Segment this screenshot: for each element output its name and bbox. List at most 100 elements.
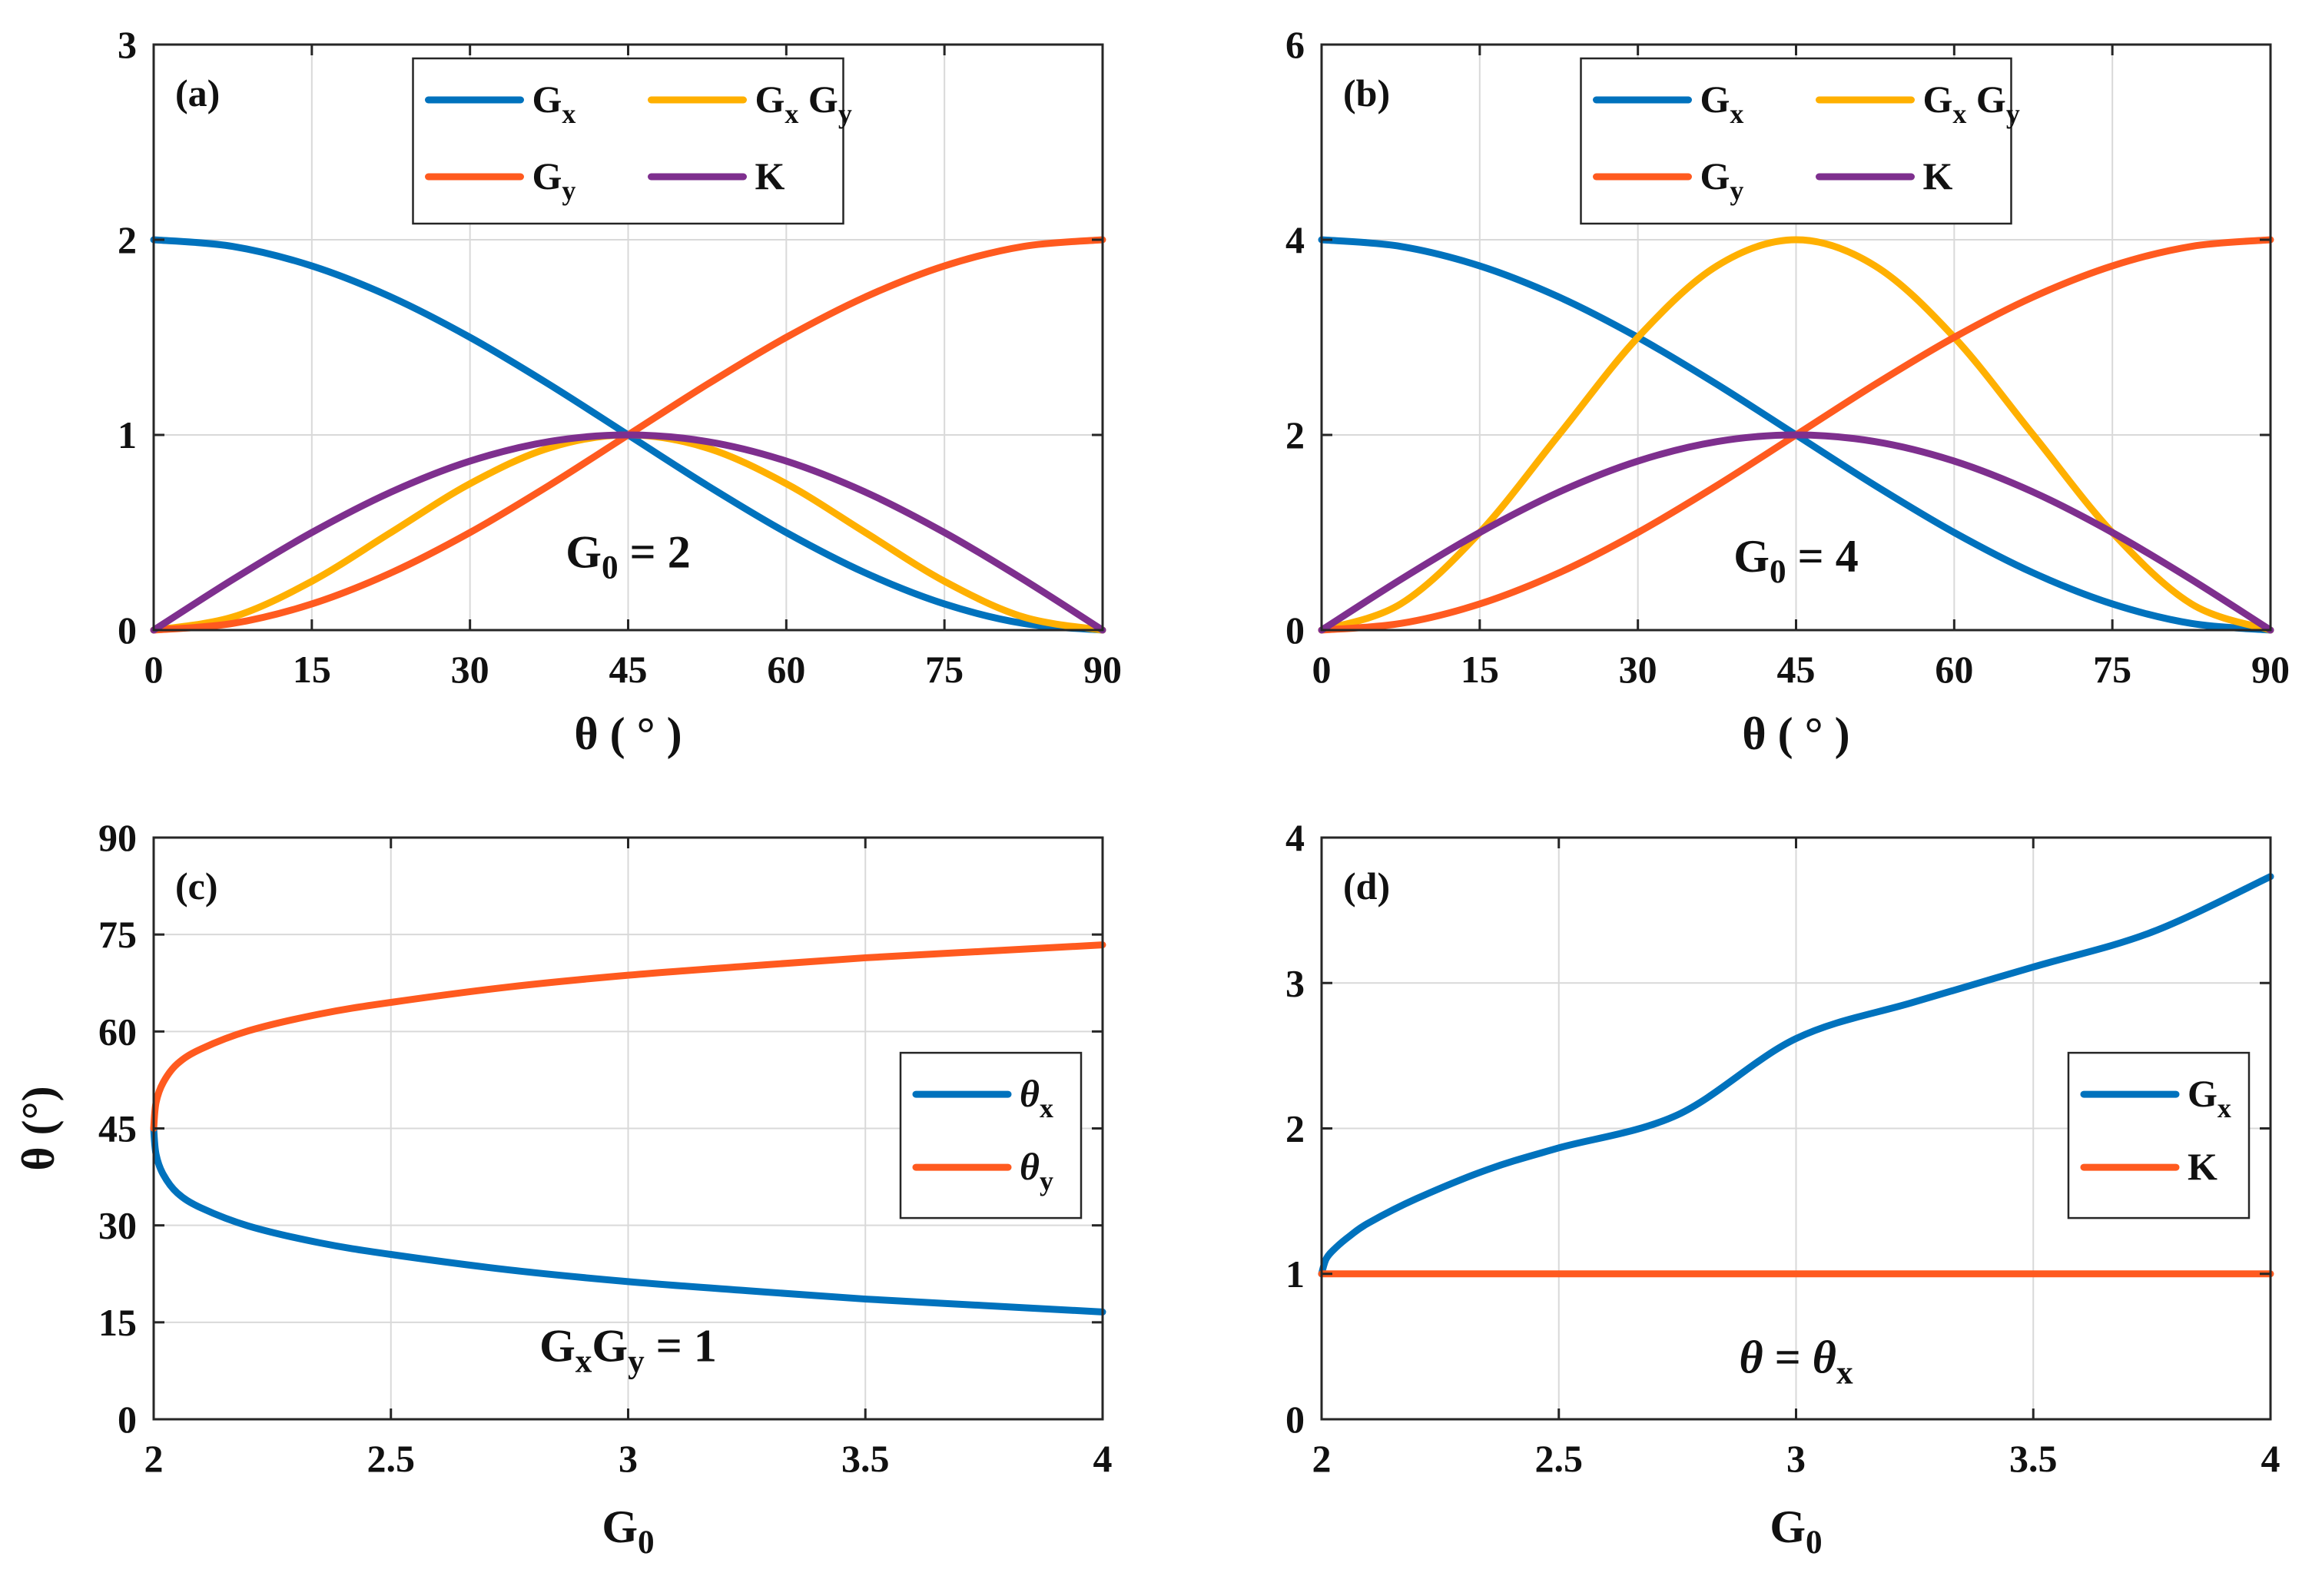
x-tick-label: 2.5: [1535, 1437, 1584, 1480]
x-tick-label: 0: [144, 648, 164, 691]
legend-label-part: G: [755, 78, 785, 121]
y-tick-label: 0: [1285, 609, 1305, 652]
x-axis-label-subscript: 0: [1806, 1525, 1823, 1561]
x-tick-label: 2: [1312, 1437, 1332, 1480]
series-line-d-gx-0: [1318, 873, 2274, 1278]
annotation-text: G0​ = 4: [1733, 531, 1858, 590]
legend-label-subscript: x: [1952, 98, 1966, 129]
x-tick-label: 0: [1312, 648, 1332, 691]
x-axis-label: θ ( ° ): [574, 708, 682, 759]
legend-label-part: G: [2188, 1072, 2217, 1115]
legend-label: Gx​: [2188, 1072, 2231, 1123]
series-line-c-gx-0: [150, 1125, 1106, 1316]
panel-d: 2 2.5 3 3.5 4 0 1 2 3 4 G0​ (d) θ = θx​ Gx​ K: [1285, 816, 2280, 1561]
annotation-text-subscript: x: [1836, 1355, 1853, 1391]
x-axis-label-part: G: [602, 1501, 638, 1552]
annotation-text-part: = 2: [619, 527, 691, 578]
series-line-b-k-3: [1318, 431, 2274, 634]
x-tick-label: 75: [2093, 648, 2131, 691]
annotation-text-part: G: [1733, 531, 1770, 582]
x-tick-label: 45: [609, 648, 648, 691]
legend-label: Gx​ Gy​: [1923, 78, 2020, 129]
y-tick-label: 3: [118, 23, 137, 66]
panel-b: 0 15 30 45 60 75 90 0 2 4 6 θ ( ° ) (b) G0​ = 4 Gx​ Gx​…: [1285, 23, 2290, 759]
legend-label-part: G: [532, 78, 562, 121]
x-tick-label: 60: [1935, 648, 1973, 691]
x-tick-label: 4: [1093, 1437, 1113, 1480]
legend-label-subscript: x: [1040, 1093, 1053, 1123]
x-tick-label: 3.5: [841, 1437, 890, 1480]
legend-label: K: [2188, 1145, 2217, 1188]
y-tick-label: 1: [118, 413, 137, 456]
x-tick-label: 60: [767, 648, 805, 691]
legend-box: [2067, 1051, 2251, 1219]
legend-label: Gx​: [1700, 78, 1744, 129]
annotation-text: G0​ = 2: [566, 527, 690, 586]
x-tick-label: 90: [2251, 648, 2290, 691]
legend-label-part: G: [1700, 78, 1730, 121]
legend-label-part: K: [1923, 154, 1953, 197]
annotation-text-part: = 1: [645, 1320, 717, 1371]
annotation-text-part: θ: [1739, 1332, 1763, 1382]
legend-label-part: θ: [1020, 1072, 1040, 1115]
panel-label: (c): [175, 864, 218, 907]
x-tick-label: 30: [451, 648, 489, 691]
legend-label-subscript: x: [2217, 1093, 2231, 1123]
annotation-text-part: G: [539, 1320, 576, 1371]
annotation-text-part: G: [566, 527, 602, 578]
x-tick-label: 2.5: [367, 1437, 416, 1480]
y-tick-label: 75: [98, 913, 137, 956]
y-tick-label: 6: [1285, 23, 1305, 66]
annotation-text: Gx​Gy​ = 1: [539, 1320, 717, 1379]
x-tick-label: 75: [925, 648, 964, 691]
legend-label: K: [1923, 154, 1953, 197]
y-tick-label: 90: [98, 816, 137, 859]
x-tick-label: 45: [1777, 648, 1816, 691]
legend-label-subscript: y: [1730, 175, 1743, 206]
x-axis-label: G0​: [1770, 1501, 1822, 1561]
x-tick-label: 3: [619, 1437, 638, 1480]
y-tick-label: 0: [1285, 1398, 1305, 1441]
panel-c: 2 2.5 3 3.5 4 0 15 30 45 60 75 90 G0​ θ (°) (c) Gx​Gy​ …: [13, 816, 1113, 1561]
annotation-text-part: = 4: [1786, 531, 1859, 582]
legend-label: θx​: [1020, 1072, 1053, 1123]
legend-label-subscript: x: [562, 98, 576, 129]
legend-label-part: G: [1966, 78, 2005, 121]
legend-label: Gy​: [532, 154, 576, 206]
x-tick-label: 15: [1461, 648, 1499, 691]
legend-label-subscript: y: [2006, 98, 2020, 129]
annotation-text-subscript: x: [576, 1343, 592, 1379]
y-tick-label: 30: [98, 1204, 137, 1247]
y-tick-label: 4: [1285, 816, 1305, 859]
y-tick-label: 4: [1285, 218, 1305, 261]
x-tick-label: 2: [144, 1437, 164, 1480]
legend-label-subscript: y: [838, 98, 852, 129]
legend-label: Gx​ Gy​: [755, 78, 852, 129]
x-tick-label: 90: [1083, 648, 1122, 691]
panel-label: (d): [1343, 864, 1390, 907]
legend-label: K: [755, 154, 785, 197]
annotation-text: θ = θx​: [1739, 1332, 1853, 1391]
y-tick-label: 15: [98, 1301, 137, 1344]
y-tick-label: 0: [118, 609, 137, 652]
x-tick-label: 3.5: [2009, 1437, 2058, 1480]
y-tick-label: 45: [98, 1107, 137, 1150]
x-tick-label: 30: [1619, 648, 1657, 691]
annotation-text-subscript: 0: [602, 550, 619, 586]
y-tick-label: 2: [1285, 413, 1305, 456]
legend-box: [1580, 57, 2012, 225]
annotation-text-subscript: y: [628, 1343, 645, 1379]
x-axis-label: θ ( ° ): [1742, 708, 1849, 759]
y-tick-label: 3: [1285, 961, 1305, 1004]
annotation-text-part: G: [592, 1320, 628, 1371]
legend-label-subscript: x: [1730, 98, 1743, 129]
legend-label: θy​: [1020, 1145, 1053, 1196]
legend-label-part: G: [532, 154, 562, 197]
annotation-text-subscript: 0: [1770, 554, 1786, 590]
series-line-c-gy-1: [150, 941, 1106, 1132]
legend-label-subscript: y: [1040, 1166, 1053, 1196]
legend-label-part: G: [798, 78, 838, 121]
x-axis-label-subscript: 0: [638, 1525, 655, 1561]
legend-box: [412, 57, 844, 225]
annotation-text-part: =: [1763, 1332, 1813, 1382]
